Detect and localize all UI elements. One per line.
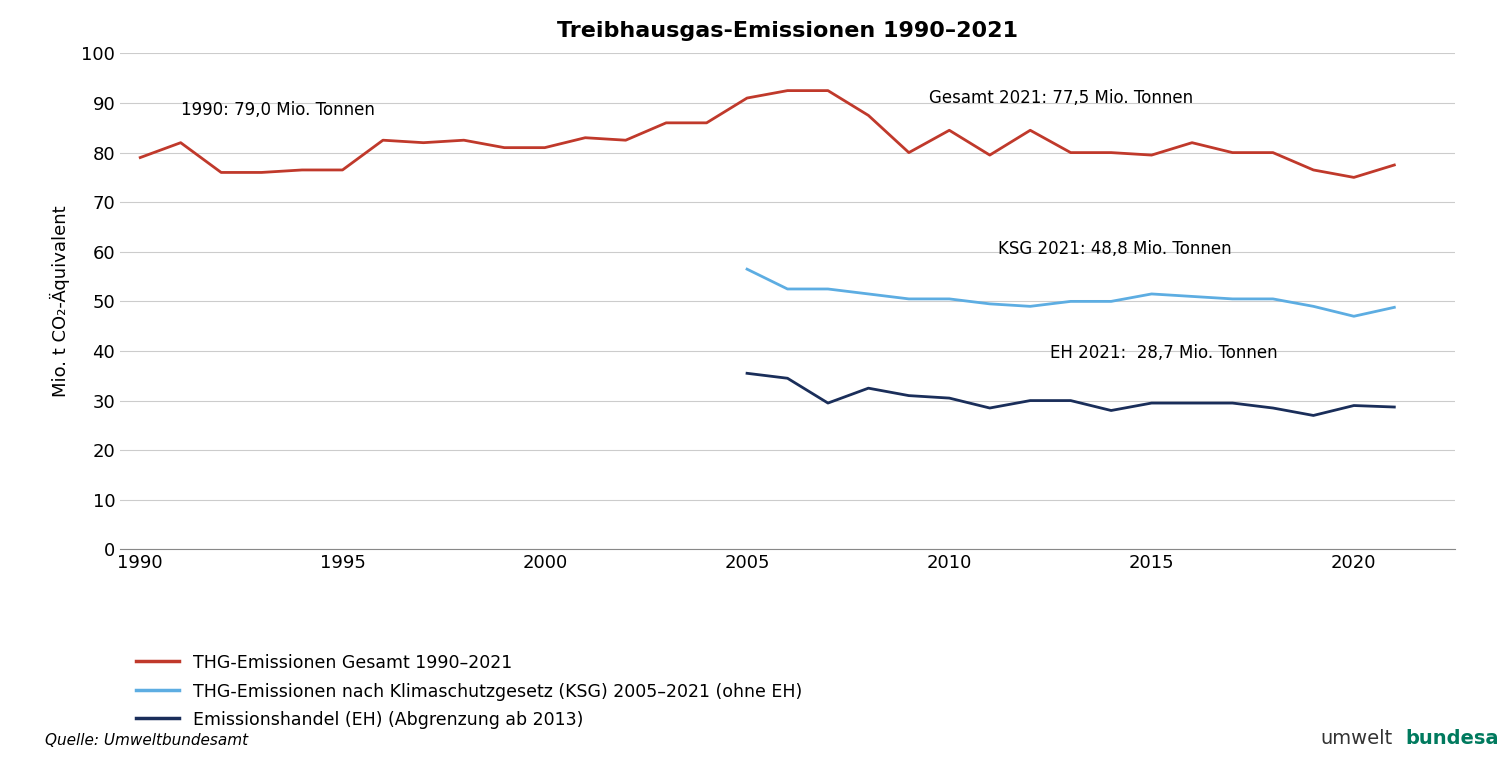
Text: EH 2021:  28,7 Mio. Tonnen: EH 2021: 28,7 Mio. Tonnen (1050, 344, 1278, 362)
Legend: THG-Emissionen Gesamt 1990–2021, THG-Emissionen nach Klimaschutzgesetz (KSG) 200: THG-Emissionen Gesamt 1990–2021, THG-Emi… (129, 647, 809, 736)
Text: KSG 2021: 48,8 Mio. Tonnen: KSG 2021: 48,8 Mio. Tonnen (998, 240, 1232, 258)
Y-axis label: Mio. t CO₂-Äquivalent: Mio. t CO₂-Äquivalent (50, 205, 70, 398)
Text: 1990: 79,0 Mio. Tonnen: 1990: 79,0 Mio. Tonnen (180, 101, 375, 119)
Text: umwelt: umwelt (1320, 729, 1392, 748)
Text: Quelle: Umweltbundesamt: Quelle: Umweltbundesamt (45, 732, 248, 748)
Text: Gesamt 2021: 77,5 Mio. Tonnen: Gesamt 2021: 77,5 Mio. Tonnen (928, 89, 1192, 107)
Text: bundesamt®: bundesamt® (1406, 729, 1500, 748)
Title: Treibhausgas-Emissionen 1990–2021: Treibhausgas-Emissionen 1990–2021 (556, 21, 1018, 40)
